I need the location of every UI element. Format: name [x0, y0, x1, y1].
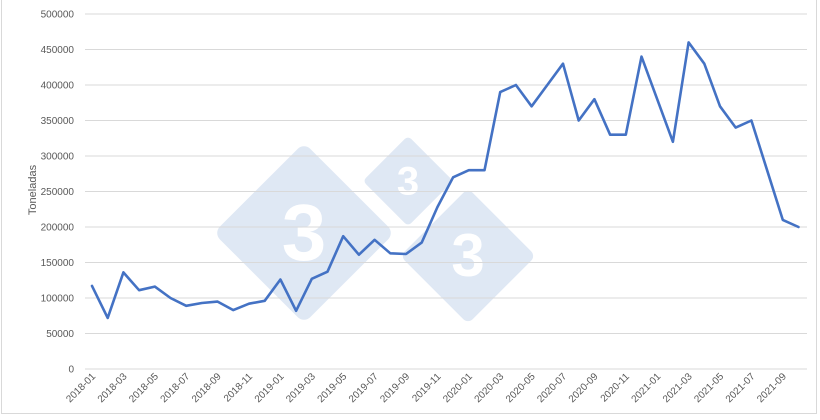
x-tick-label: 2020-03 [473, 371, 507, 405]
y-tick-label: 350000 [41, 116, 75, 127]
svg-text:3: 3 [282, 188, 327, 277]
x-tick-label: 2019-11 [410, 371, 444, 405]
y-tick-label: 450000 [41, 45, 75, 56]
y-tick-label: 50000 [46, 329, 74, 340]
watermark-diamond: 3 [364, 137, 452, 225]
x-tick-label: 2019-07 [347, 371, 381, 405]
x-tick-label: 2018-07 [159, 371, 193, 405]
x-tick-label: 2019-01 [253, 371, 287, 405]
x-tick-label: 2018-01 [64, 371, 98, 405]
x-axis-tick-labels: 2018-012018-032018-052018-072018-092018-… [64, 371, 789, 405]
x-tick-label: 2021-09 [755, 371, 789, 405]
y-tick-label: 0 [68, 365, 74, 376]
x-tick-label: 2019-03 [284, 371, 318, 405]
y-tick-label: 150000 [41, 258, 75, 269]
y-tick-label: 400000 [41, 81, 75, 92]
x-tick-label: 2021-03 [661, 371, 695, 405]
y-tick-label: 100000 [41, 294, 75, 305]
x-tick-label: 2019-09 [378, 371, 412, 405]
y-tick-label: 250000 [41, 187, 75, 198]
x-tick-label: 2018-09 [190, 371, 224, 405]
svg-text:3: 3 [451, 222, 484, 289]
x-tick-label: 2021-05 [692, 371, 726, 405]
y-axis-tick-labels: 0 50000 100000 150000 200000 250000 300000 3500… [41, 10, 75, 376]
y-tick-label: 500000 [41, 10, 75, 21]
y-tick-label: 300000 [41, 152, 75, 163]
x-tick-label: 2018-11 [222, 371, 256, 405]
watermark-logo: 333 [217, 137, 534, 322]
x-tick-label: 2021-01 [630, 371, 664, 405]
x-tick-label: 2020-11 [599, 371, 633, 405]
x-tick-label: 2020-01 [441, 371, 475, 405]
x-tick-label: 2020-09 [567, 371, 601, 405]
x-tick-label: 2018-05 [127, 371, 161, 405]
series-polyline [90, 41, 800, 320]
watermark-diamond: 3 [402, 190, 534, 322]
x-tick-label: 2020-05 [504, 371, 538, 405]
y-axis-label: Toneladas [27, 164, 39, 215]
x-tick-label: 2018-03 [96, 371, 130, 405]
y-tick-label: 200000 [41, 223, 75, 234]
svg-text:3: 3 [397, 159, 419, 203]
x-tick-label: 2020-07 [535, 371, 569, 405]
x-tick-label: 2021-07 [724, 371, 758, 405]
series-line [90, 41, 800, 320]
x-tick-label: 2019-05 [316, 371, 350, 405]
